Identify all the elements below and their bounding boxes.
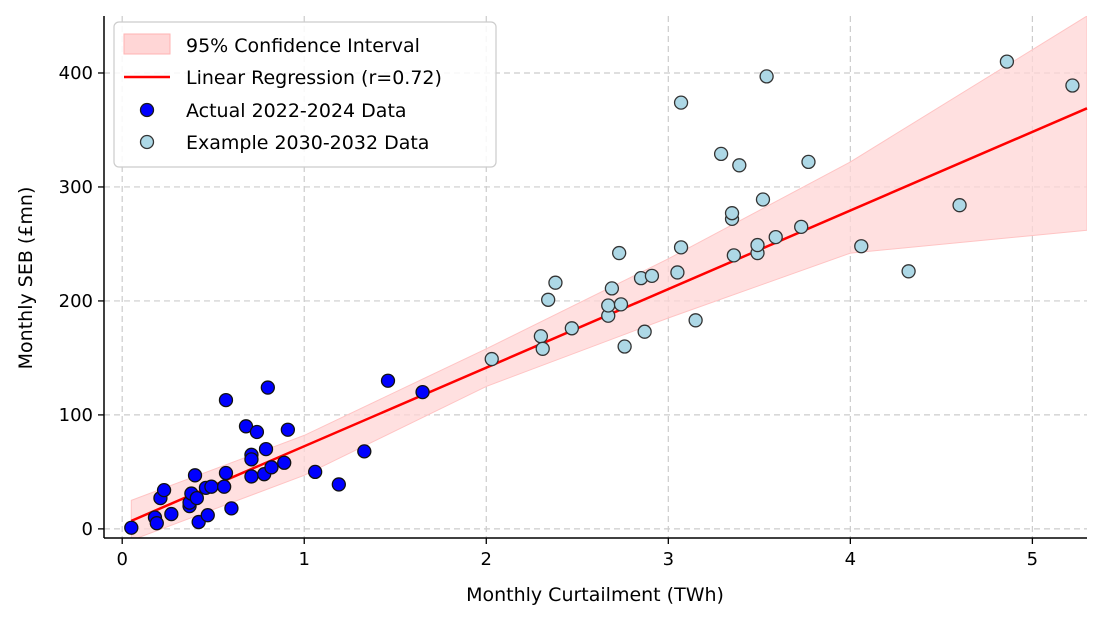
example-data-point [854,239,869,254]
actual-data-point [331,477,346,492]
example-data-point [673,240,689,255]
axes [103,16,1087,539]
actual-data-point [280,422,296,437]
example-data-point [732,158,747,173]
example-data-point [801,154,816,170]
actual-data-point [244,469,259,484]
example-data-point [673,95,689,110]
x-axis-label: Monthly Curtailment (TWh) [466,584,724,606]
x-tick-label: 4 [845,549,856,570]
example-data-point [601,298,616,313]
actual-data-point [156,482,172,498]
legend-actual-swatch [139,102,155,118]
example-data-point [535,341,550,356]
actual-data-point [260,380,275,395]
example-data-point [688,313,703,328]
y-tick-label: 300 [59,177,93,198]
actual-data-point [216,479,232,494]
example-data-point [794,219,809,235]
example-data-point [604,281,620,296]
actual-data-point [238,419,254,434]
example-data-point [713,146,729,162]
y-axis-label: Monthly SEB (£mn) [15,187,37,370]
y-tick-label: 0 [82,519,93,540]
y-tick-label: 100 [59,405,93,426]
legend-example-label: Example 2030-2032 Data [186,132,429,154]
example-data-point [670,265,685,280]
actual-2022-2024-points [124,373,430,535]
legend-box [113,21,497,168]
legend-regression-label: Linear Regression (r=0.72) [186,67,442,89]
legend-actual-label: Actual 2022-2024 Data [186,100,407,122]
y-tick-label: 400 [59,63,93,84]
actual-data-point [224,501,239,516]
example-data-point [1065,78,1080,93]
actual-data-point [258,441,274,457]
actual-data-point [415,384,430,400]
actual-data-point [164,506,179,522]
x-tick-label: 0 [116,549,127,570]
example-data-point [617,339,632,354]
example-data-point [759,69,774,84]
example-data-point [541,292,556,307]
actual-data-point [218,465,234,481]
y-tick-label: 200 [59,291,93,312]
legend-ci-swatch [123,33,171,55]
example-data-point [768,229,783,245]
legend: 95% Confidence Interval Linear Regressio… [113,21,497,168]
actual-data-point [244,452,259,467]
x-tick-label: 3 [663,549,674,570]
confidence-interval-band [130,16,1087,538]
axis-ticks: 0 1 2 3 4 5 0 100 200 300 400 [59,63,1038,570]
example-data-point [612,245,627,261]
example-data-point [564,321,579,336]
example-data-point [548,275,563,290]
actual-data-point [200,508,215,523]
example-data-point [533,329,549,344]
example-data-point [484,351,499,367]
actual-data-point [277,455,292,470]
legend-example-swatch [139,134,155,150]
example-2030-2032-points [484,54,1080,367]
legend-ci-label: 95% Confidence Interval [186,35,420,57]
actual-data-point [189,490,204,506]
example-data-point [999,54,1015,69]
example-data-point [637,324,652,339]
example-data-point [726,248,741,263]
actual-data-point [149,516,164,531]
example-data-point [613,297,629,312]
x-tick-label: 2 [481,549,492,570]
actual-data-point [124,520,139,535]
example-data-point [901,264,916,279]
actual-data-point [249,424,265,440]
actual-data-point [308,464,323,480]
example-data-point [724,206,740,221]
actual-data-point [357,444,372,459]
example-data-point [952,198,967,213]
actual-data-point [204,479,219,494]
example-data-point [750,237,765,253]
actual-data-point [187,468,203,483]
example-data-point [755,192,771,207]
confidence-band [130,16,1087,538]
example-data-point [644,268,660,284]
actual-data-point [218,392,234,408]
actual-data-point [380,373,396,388]
actual-data-point [264,460,279,475]
x-tick-label: 1 [299,549,310,570]
x-tick-label: 5 [1027,549,1038,570]
